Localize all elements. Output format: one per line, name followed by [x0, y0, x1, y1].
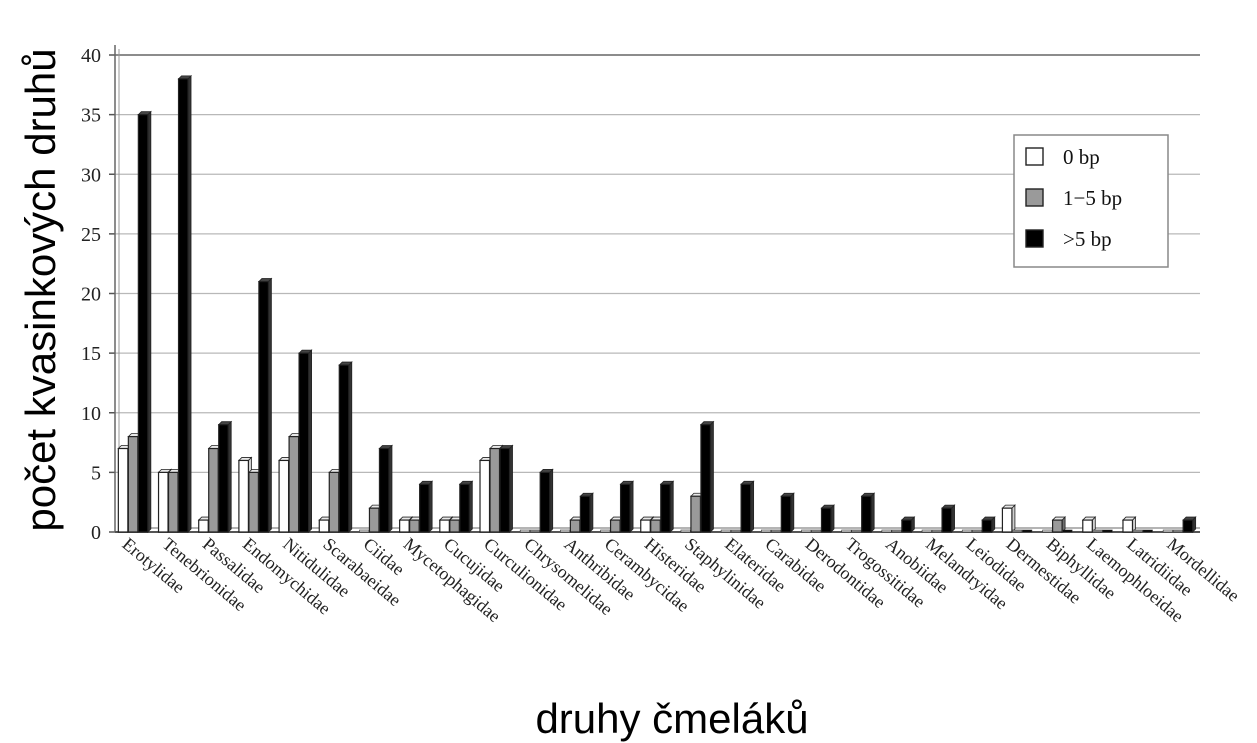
- bar: [881, 529, 892, 533]
- x-axis-label: druhy čmeláků: [535, 695, 808, 742]
- y-tick-label: 0: [91, 522, 101, 544]
- bar: [860, 492, 876, 533]
- bar: [418, 480, 434, 533]
- legend-label: >5 bp: [1063, 227, 1112, 251]
- bar: [1051, 516, 1067, 533]
- y-tick-label: 15: [81, 343, 101, 365]
- legend-label: 1−5 bp: [1063, 186, 1122, 210]
- y-tick-label: 25: [81, 224, 101, 246]
- bar: [177, 74, 192, 533]
- bar: [931, 529, 942, 533]
- x-tick-labels: ErotylidaeTenebrionidaePassalidaeEndomyc…: [119, 534, 1244, 626]
- bar: [137, 110, 152, 533]
- bar: [801, 529, 812, 533]
- legend-swatch: [1025, 147, 1044, 166]
- bar: [921, 529, 932, 533]
- legend: 0 bp 1−5 bp >5 bp: [1013, 134, 1169, 268]
- bar: [981, 516, 996, 533]
- bar: [961, 529, 973, 533]
- axes: [109, 45, 1200, 533]
- bar: [217, 420, 233, 533]
- bar: [298, 349, 313, 533]
- bar: [811, 529, 822, 533]
- bar: [1182, 516, 1197, 533]
- y-tick-labels: 0 5 10 15 20 25 30 35 40: [81, 45, 101, 544]
- y-tick-label: 5: [91, 462, 101, 484]
- y-axis-label: počet kvasinkových druhů: [17, 48, 64, 531]
- bar: [359, 529, 370, 533]
- bar: [600, 529, 611, 533]
- bar: [851, 529, 862, 533]
- bar: [891, 529, 902, 533]
- bar: [1142, 529, 1153, 533]
- bar: [900, 516, 916, 533]
- bar: [1012, 529, 1023, 533]
- bar: [1132, 529, 1143, 533]
- bar: [699, 420, 715, 533]
- bar: [378, 444, 393, 533]
- bar: [740, 480, 755, 533]
- y-tick-label: 35: [81, 105, 101, 127]
- bar: [257, 277, 273, 533]
- bar: [720, 529, 731, 533]
- bar: [499, 444, 514, 533]
- bar: [1102, 529, 1113, 533]
- bar: [659, 480, 675, 533]
- bar: [780, 492, 795, 533]
- bar: [771, 529, 782, 533]
- bar: [941, 504, 956, 533]
- bar: [730, 529, 741, 533]
- bar: [680, 529, 691, 533]
- y-tick-label: 30: [81, 164, 101, 186]
- bars: [117, 74, 1197, 533]
- bar: [1092, 529, 1103, 533]
- legend-swatch: [1025, 188, 1044, 207]
- y-tick-label: 10: [81, 403, 101, 425]
- bar: [529, 529, 540, 533]
- bar: [579, 492, 594, 533]
- bar: [971, 529, 983, 533]
- bar: [338, 361, 353, 533]
- bar: [1022, 529, 1033, 533]
- gridlines: [115, 54, 1200, 474]
- legend-swatch: [1025, 229, 1044, 248]
- bar: [1001, 504, 1016, 533]
- bar: [820, 504, 835, 533]
- bar: [1172, 529, 1183, 533]
- y-tick-label: 20: [81, 284, 101, 306]
- bar: [1122, 516, 1137, 533]
- bar: [841, 529, 852, 533]
- legend-label: 0 bp: [1063, 145, 1100, 169]
- bar: [761, 529, 772, 533]
- bar: [1162, 529, 1173, 533]
- bar: [560, 529, 571, 533]
- bar: [619, 480, 635, 533]
- y-tick-label: 40: [81, 45, 101, 67]
- bar: [539, 468, 554, 533]
- bar: [1062, 529, 1073, 533]
- bar: [1081, 516, 1097, 533]
- bar: [458, 480, 474, 533]
- bar: [1042, 529, 1053, 533]
- bar: [519, 529, 530, 533]
